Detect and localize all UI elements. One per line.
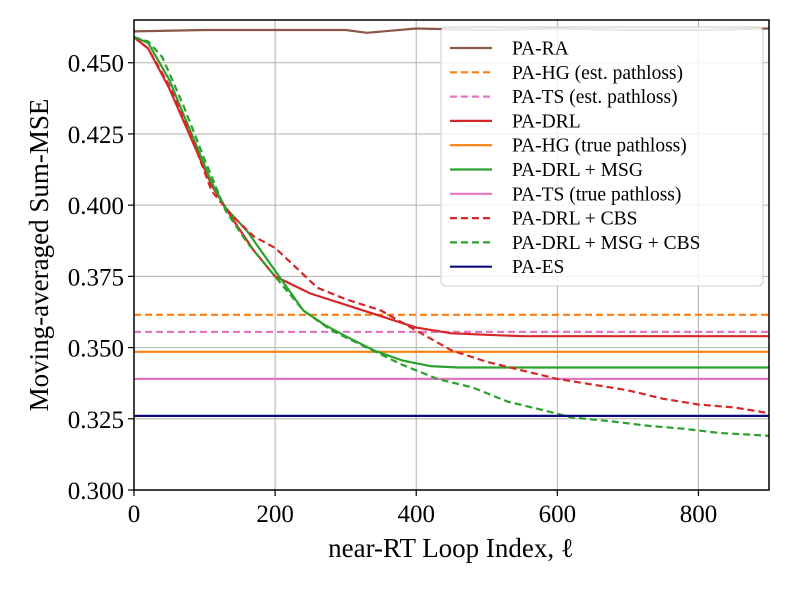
legend-label: PA-TS (est. pathloss) [512,87,678,108]
legend-label: PA-DRL + CBS [512,209,638,230]
y-tick-label: 0.425 [68,122,124,149]
legend-label: PA-RA [512,39,569,60]
legend-label: PA-DRL [512,111,581,132]
y-tick-label: 0.400 [68,193,124,220]
x-tick-label: 600 [539,501,577,528]
legend-frame [440,26,764,287]
x-axis-label: near-RT Loop Index, ℓ [328,533,574,563]
x-tick-label: 800 [680,501,718,528]
series-line [133,36,770,415]
x-tick-label: 0 [128,501,141,528]
y-tick-label: 0.450 [68,51,124,78]
legend-label: PA-HG (true pathloss) [512,136,687,157]
series-layer [133,27,770,437]
legend-label: PA-HG (est. pathloss) [512,63,683,84]
legend-label: PA-TS (true pathloss) [512,184,681,205]
legend-label: PA-DRL + MSG [512,160,643,181]
y-axis-label: Moving-averaged Sum-MSE [24,99,54,412]
y-tick-label: 0.350 [68,336,124,363]
series-line [133,36,770,437]
plot-frame [133,19,770,491]
tick-layer: 0 200 400 600 800 0.300 0.325 0.350 0.375 0.400 0.… [68,51,717,528]
x-tick-label: 400 [397,501,435,528]
y-tick-label: 0.300 [68,478,124,505]
legend-label: PA-ES [512,257,564,278]
x-tick-label: 200 [256,501,294,528]
y-tick-label: 0.325 [68,407,124,434]
legend-label: PA-DRL + MSG + CBS [512,233,701,254]
series-line [133,36,769,369]
y-tick-label: 0.375 [68,264,124,291]
legend: PA-RA PA-HG (est. pathloss) PA-TS (est. pa… [440,26,764,287]
